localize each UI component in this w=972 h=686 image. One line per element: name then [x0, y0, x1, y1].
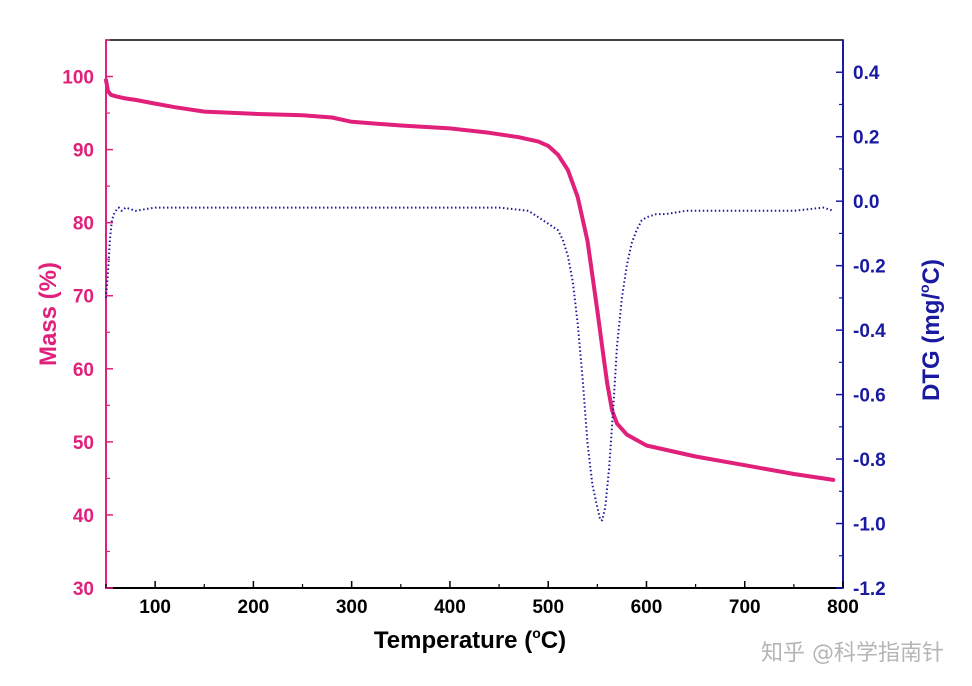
x-tick-label: 800: [827, 597, 859, 618]
y-right-tick-label: -0.8: [853, 450, 886, 471]
y-left-tick-label: 90: [73, 141, 94, 162]
y-right-tick-label: 0.4: [853, 63, 880, 84]
y-axis-right-title: DTG (mg/oC): [916, 259, 945, 401]
y-left-tick-label: 70: [73, 287, 94, 308]
axis-titles: Temperature (oC) Mass (%) DTG (mg/oC): [35, 259, 945, 654]
series-layer: [104, 78, 836, 522]
y-right-tick-label: -1.2: [853, 579, 886, 600]
x-tick-label: 400: [434, 597, 466, 618]
y-right-tick-label: 0.0: [853, 192, 879, 213]
x-tick-label: 600: [631, 597, 663, 618]
axes: 100 200 300 400 500 600 700 800 30 40 50 60 70 80 90 10…: [62, 39, 886, 618]
y-left-tick-label: 100: [62, 68, 94, 89]
y-left-tick-label: 50: [73, 433, 94, 454]
y-right-tick-label: -1.0: [853, 515, 886, 536]
mass-curve: [104, 78, 836, 482]
x-tick-label: 500: [532, 597, 564, 618]
y-right-tick-label: -0.2: [853, 257, 886, 278]
x-tick-label: 700: [729, 597, 761, 618]
x-tick-label: 300: [336, 597, 368, 618]
y-right-tick-label: -0.4: [853, 321, 886, 342]
x-axis-title: Temperature (oC): [374, 625, 566, 654]
dtg-curve: [105, 206, 834, 522]
y-right-tick-label: 0.2: [853, 128, 879, 149]
y-left-tick-label: 80: [73, 214, 94, 235]
y-left-tick-label: 30: [73, 579, 94, 600]
y-left-tick-label: 60: [73, 360, 94, 381]
y-axis-left-title: Mass (%): [35, 262, 62, 366]
watermark-text: 知乎 @科学指南针: [761, 641, 944, 666]
y-right-tick-label: -0.6: [853, 386, 886, 407]
x-tick-label: 100: [139, 597, 171, 618]
y-left-tick-label: 40: [73, 506, 94, 527]
x-tick-label: 200: [238, 597, 270, 618]
plot-frame: [105, 39, 844, 589]
